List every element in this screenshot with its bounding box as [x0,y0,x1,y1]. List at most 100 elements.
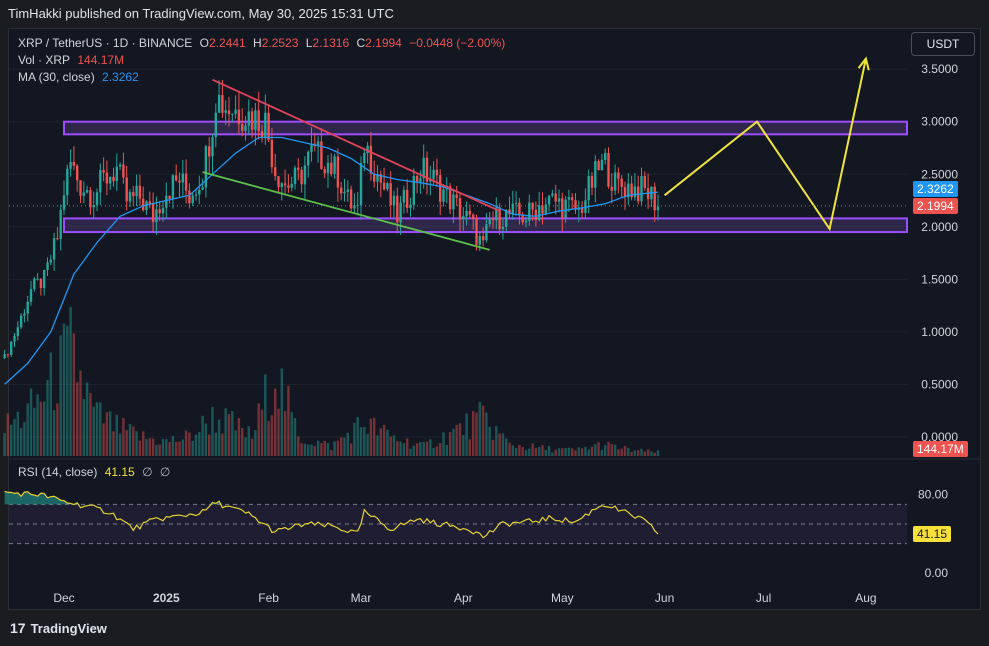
candle-body [399,202,402,223]
volume-bar [630,451,633,456]
ma-legend[interactable]: MA (30, close) 2.3262 [18,70,143,84]
candle-body [198,189,201,195]
candle-body [85,190,89,193]
candle-body [43,269,46,288]
candle-body [518,202,521,215]
candle-body [191,195,194,204]
candle-body [442,189,445,202]
candle-body [402,189,406,203]
volume-bar [462,435,465,456]
volume-bar [402,443,406,456]
candle-body [557,198,561,202]
change-value: −0.0448 (−2.00%) [409,36,506,50]
volume-bar [102,423,105,456]
candle-body [19,315,23,328]
volume-bar [19,427,23,456]
candle-body [455,194,458,199]
ma-value: 2.3262 [102,70,139,84]
volume-bar [76,382,79,456]
candle-body [181,173,184,183]
candle-body [290,183,293,188]
ma-line [4,136,659,385]
candle-body [610,186,613,191]
candle-body [264,112,267,138]
candle-body [587,175,590,201]
volume-bar [283,410,287,456]
volume-bar [39,401,43,456]
open-value: 2.2441 [208,36,246,50]
volume-bar [303,443,307,456]
candle-body [33,278,36,290]
volume-bar [36,394,39,456]
time-tick-label: 2025 [153,591,180,605]
candle-body [366,145,369,154]
candle-body [528,202,531,221]
time-tick-label: Jun [655,591,674,605]
candle-body [82,192,85,196]
candle-body [3,354,6,359]
volume-bar [475,412,478,456]
candle-body [109,176,112,184]
time-tick-label: Mar [351,591,372,605]
candle-body [627,183,630,198]
volume-bar [13,419,16,456]
candle-body [234,109,237,114]
volume-bar [501,433,505,456]
volume-bar [231,411,234,456]
time-tick-label: Aug [855,591,876,605]
volume-bar [534,447,538,456]
candle-body [491,218,495,221]
volume-bar [382,424,386,456]
candle-body [79,180,82,196]
candle-body [208,146,211,157]
volume-bar [399,441,402,456]
symbol-label[interactable]: XRP / TetherUS · 1D · BINANCE [18,36,193,50]
price-tick-label: 2.0000 [921,220,958,234]
volume-bar [112,431,115,456]
volume-bar [392,435,396,456]
candle-body [267,112,270,140]
candle-body [287,185,290,188]
volume-bar [234,430,237,456]
candle-body [155,209,158,223]
volume-legend[interactable]: Vol · XRP 144.17M [18,53,128,67]
candle-body [415,175,419,183]
volume-bar [105,412,109,456]
candle-body [118,164,122,167]
candle-body [224,110,227,113]
volume-bar [587,449,590,456]
candle-body [363,153,366,163]
volume-bar [442,432,445,456]
candle-body [623,187,627,198]
candle-body [112,176,115,182]
rsi-legend[interactable]: RSI (14, close) 41.15 ∅ ∅ [18,465,174,479]
candle-body [607,152,610,187]
volume-bar [300,443,303,456]
candle-body [122,164,125,178]
candle-body [66,168,69,196]
volume-bar [293,418,297,456]
volume-bar [79,370,82,456]
volume-bar [122,417,125,456]
candle-body [36,278,39,280]
volume-bar [333,441,336,456]
currency-button[interactable]: USDT [911,32,975,56]
volume-bar [161,438,165,456]
volume-bar [508,442,511,456]
volume-bar [379,428,382,456]
candle-body [524,220,528,223]
volume-bar [620,448,623,456]
chart-frame [8,28,981,610]
candle-body [293,167,297,184]
candle-body [168,195,171,199]
candle-body [128,192,132,202]
volume-bar [277,408,280,456]
volume-bar [617,449,620,456]
open-label: O [199,36,209,50]
tradingview-brand[interactable]: 17 TradingView [10,620,107,636]
candle-body [620,178,623,188]
time-tick-label: Apr [454,591,473,605]
candle-body [544,204,547,214]
volume-bar [584,446,587,456]
